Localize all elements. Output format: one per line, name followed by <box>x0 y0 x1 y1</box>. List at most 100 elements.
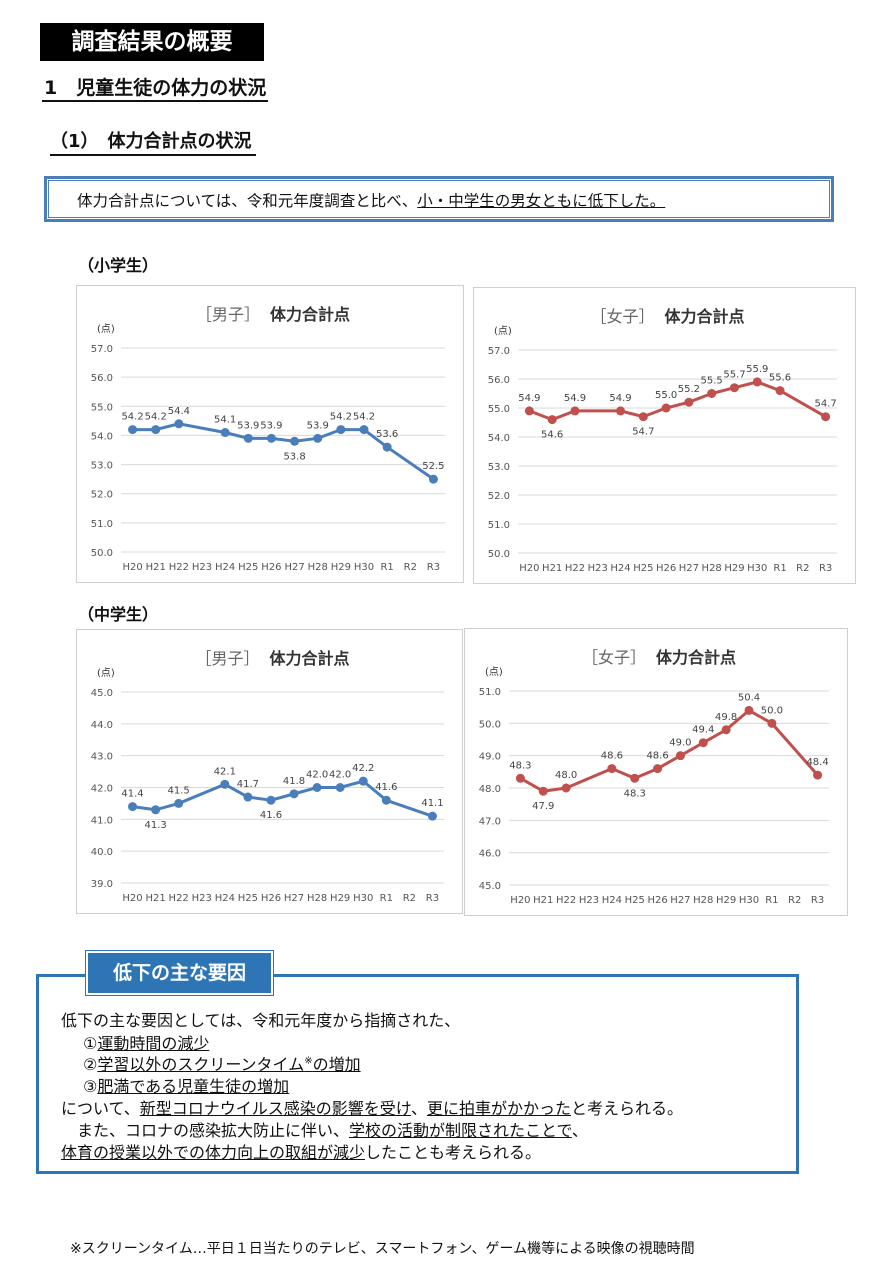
y-tick-label: 47.0 <box>479 816 501 827</box>
x-tick-label: H30 <box>354 562 374 573</box>
x-tick-label: H28 <box>308 562 328 573</box>
y-tick-label: 39.0 <box>91 879 113 890</box>
data-point <box>174 798 184 808</box>
x-tick-label: H25 <box>625 895 645 906</box>
data-label: 54.9 <box>609 393 631 404</box>
section-heading: 1 児童生徒の体力の状況 <box>42 76 269 102</box>
data-label: 48.3 <box>509 760 531 771</box>
data-label: 41.4 <box>121 789 143 800</box>
x-tick-label: H20 <box>510 895 530 906</box>
cause-tab: 低下の主な要因 <box>86 951 273 995</box>
data-point <box>775 386 785 396</box>
x-tick-label: H23 <box>579 895 599 906</box>
data-point <box>427 811 437 821</box>
y-tick-label: 57.0 <box>488 346 510 357</box>
cause-line-4-e: と考えられる。 <box>570 1099 683 1118</box>
data-point <box>428 474 438 484</box>
data-label: 42.2 <box>352 763 374 774</box>
chart-title: 体力合計点 <box>270 305 350 324</box>
y-tick-label: 55.0 <box>488 404 510 415</box>
x-tick-label: H26 <box>656 563 676 574</box>
data-point <box>607 764 617 774</box>
data-label: 54.4 <box>168 406 190 417</box>
data-point <box>381 795 391 805</box>
data-label: 54.6 <box>541 430 563 441</box>
data-point <box>220 779 230 789</box>
x-tick-label: R1 <box>380 562 393 573</box>
data-point <box>698 738 708 748</box>
data-label: 54.2 <box>121 412 143 423</box>
chart-title-bracket: ［男子］ <box>195 649 259 668</box>
x-tick-label: H21 <box>145 893 165 904</box>
x-tick-label: H27 <box>670 895 690 906</box>
data-point <box>707 389 717 398</box>
cause-line-5-a: また、コロナの感染拡大防止に伴い、 <box>61 1121 350 1140</box>
data-label: 53.6 <box>376 429 398 440</box>
y-tick-label: 53.0 <box>488 462 510 473</box>
chart-ylabel: (点) <box>97 323 115 335</box>
cause-line-4-a: について、 <box>61 1099 140 1118</box>
elementary-label: （小学生） <box>78 256 159 275</box>
x-tick-label: H22 <box>169 893 189 904</box>
cause-intro: 低下の主な要因としては、令和元年度から指摘された、 <box>61 1011 461 1030</box>
x-tick-label: H25 <box>238 562 258 573</box>
data-label: 55.9 <box>746 364 768 375</box>
cause-box: 低下の主な要因としては、令和元年度から指摘された、 ①運動時間の減少 ②学習以外… <box>36 974 799 1174</box>
chart-title-bracket: ［男子］ <box>196 305 260 324</box>
data-label: 55.5 <box>701 376 723 387</box>
x-tick-label: H30 <box>747 563 767 574</box>
data-point <box>151 425 161 435</box>
data-point <box>312 783 322 792</box>
chart-elementary-boys: ［男子］ 体力合計点 (点) 57.0 56.0 55.0 54.0 53.0 52.0 51.0… <box>76 285 464 583</box>
data-label: 54.1 <box>214 415 236 426</box>
x-tick-label: H26 <box>261 893 281 904</box>
data-point <box>220 428 230 438</box>
x-tick-label: H23 <box>588 563 608 574</box>
y-tick-label: 42.0 <box>91 784 113 795</box>
cause-item-1: ①運動時間の減少 <box>83 1030 209 1054</box>
data-label: 50.4 <box>738 692 760 703</box>
chart-svg: ［女子］ 体力合計点 (点) 51.0 50.0 49.0 48.0 47.0 46.0 45.0… <box>479 648 829 906</box>
data-point <box>174 419 184 429</box>
data-label: 49.4 <box>692 725 714 736</box>
data-label: 41.6 <box>260 810 282 821</box>
x-tick-label: R3 <box>427 562 440 573</box>
data-point <box>128 802 138 812</box>
data-point <box>729 383 739 393</box>
x-tick-label: H23 <box>192 893 212 904</box>
x-tick-label: H26 <box>261 562 281 573</box>
chart-title-bracket: ［女子］ <box>590 307 654 326</box>
y-tick-label: 55.0 <box>91 402 113 413</box>
data-label: 55.6 <box>769 373 791 384</box>
x-tick-label: R1 <box>765 895 778 906</box>
x-tick-label: H22 <box>565 563 585 574</box>
x-tick-label: H28 <box>702 563 722 574</box>
data-point <box>744 705 754 715</box>
y-tick-label: 57.0 <box>91 344 113 355</box>
data-label: 42.0 <box>329 770 351 781</box>
data-label: 49.8 <box>715 712 737 723</box>
cause-item-2-suffix: の増加 <box>312 1055 361 1074</box>
data-point <box>243 792 253 802</box>
x-tick-label: H28 <box>693 895 713 906</box>
data-label: 41.8 <box>283 776 305 787</box>
cause-line-6-a: 体育の授業以外での体力向上の取組が減少 <box>61 1143 366 1162</box>
x-tick-label: H22 <box>169 562 189 573</box>
data-label: 48.6 <box>601 751 623 762</box>
x-tick-label: R3 <box>819 563 832 574</box>
data-label: 42.0 <box>306 770 328 781</box>
y-tick-label: 40.0 <box>91 847 113 858</box>
x-tick-label: H21 <box>146 562 166 573</box>
data-label: 54.2 <box>353 412 375 423</box>
y-tick-label: 50.0 <box>479 719 501 730</box>
data-label: 55.0 <box>655 390 677 401</box>
data-point <box>821 412 831 422</box>
y-tick-label: 52.0 <box>91 490 113 501</box>
cause-item-2-main: 学習以外のスクリーンタイム <box>97 1055 305 1074</box>
x-tick-label: R2 <box>788 895 801 906</box>
x-tick-label: H30 <box>353 893 373 904</box>
data-label: 48.0 <box>555 770 577 781</box>
x-tick-label: H25 <box>238 893 258 904</box>
x-tick-label: R2 <box>404 562 417 573</box>
cause-item-2-text: 学習以外のスクリーンタイム※の増加 <box>97 1055 360 1074</box>
